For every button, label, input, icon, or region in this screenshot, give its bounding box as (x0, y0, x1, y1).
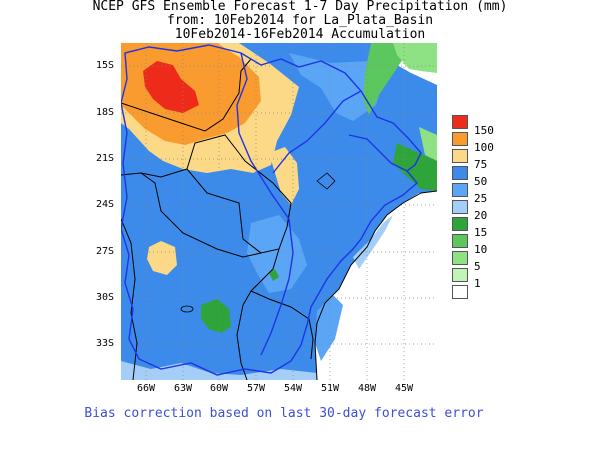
basin-outline (121, 44, 422, 376)
precip-field-150 (143, 61, 199, 113)
precip-field-green-ne (363, 43, 403, 115)
lon-label-66w: 66W (136, 383, 156, 394)
lon-label-51w: 51W (320, 383, 340, 394)
legend-swatch-100 (452, 132, 468, 146)
precip-field-75-east (269, 147, 299, 205)
precip-field-25-north (289, 53, 383, 121)
lon-label-63w: 63W (173, 383, 193, 394)
legend-label-150: 150 (474, 124, 494, 137)
lat-label-15s: 15S (96, 60, 115, 71)
legend-label-10: 10 (474, 243, 488, 256)
basin-inner-2 (272, 90, 362, 174)
border-uruguay-brazil (250, 290, 314, 360)
basin-boundary (121, 44, 422, 376)
legend-swatch-50 (452, 166, 468, 180)
legend-swatch-0 (452, 285, 468, 299)
coast-south-america (314, 190, 437, 380)
precip-field-green-se2 (419, 127, 437, 161)
bias-correction-note: Bias correction based on last 30-day for… (84, 406, 484, 421)
country-borders (121, 58, 437, 380)
legend-label-25: 25 (474, 192, 488, 205)
legend-swatch-1 (452, 268, 468, 282)
border-argentina-north (121, 172, 262, 258)
legend-label-100: 100 (474, 141, 494, 154)
legend-swatch-10 (452, 234, 468, 248)
lon-label-60w: 60W (209, 383, 229, 394)
precip-field-20-coast (353, 215, 393, 269)
border-andes (121, 218, 138, 380)
precip-field-20-south (121, 361, 317, 380)
legend-label-75: 75 (474, 158, 488, 171)
border-bolivia-paraguay (140, 134, 240, 178)
map-title-line2: from: 10Feb2014 for La_Plata_Basin (166, 13, 434, 28)
legend-swatch-75 (452, 149, 468, 163)
legend-swatch-25 (452, 183, 468, 197)
legend-swatch-150 (452, 115, 468, 129)
legend-swatch-20 (452, 200, 468, 214)
lon-label-57w: 57W (246, 383, 266, 394)
lat-label-33s: 33S (96, 338, 115, 349)
grid-lines (121, 43, 437, 380)
legend-label-20: 20 (474, 209, 488, 222)
legend-swatch-5 (452, 251, 468, 265)
lon-label-54w: 54W (283, 383, 303, 394)
precip-field-green-south (201, 299, 231, 333)
lake-1 (180, 305, 194, 313)
precip-field-green-ne2 (393, 43, 437, 73)
precipitation-map (121, 43, 437, 380)
basin-inner-3 (348, 134, 408, 172)
lat-label-18s: 18S (96, 107, 115, 118)
legend-label-1: 1 (474, 277, 481, 290)
map-title-line3: 10Feb2014-16Feb2014 Accumulation (174, 27, 426, 42)
map-title-line1: NCEP GFS Ensemble Forecast 1-7 Day Preci… (92, 0, 508, 14)
lat-label-21s: 21S (96, 153, 115, 164)
legend-swatch-15 (452, 217, 468, 231)
border-argentina-brazil (236, 248, 280, 380)
lat-label-24s: 24S (96, 199, 115, 210)
basin-inner (236, 52, 294, 356)
lat-label-30s: 30S (96, 292, 115, 303)
legend-label-5: 5 (474, 260, 481, 273)
border-bolivia-brazil (121, 58, 252, 132)
precip-field-75-south (147, 241, 177, 275)
legend-label-15: 15 (474, 226, 488, 239)
lat-label-27s: 27S (96, 246, 115, 257)
precip-field-green-small (269, 269, 279, 281)
lake-2 (316, 172, 336, 190)
legend-label-50: 50 (474, 175, 488, 188)
lon-label-48w: 48W (357, 383, 377, 394)
lon-label-45w: 45W (394, 383, 414, 394)
